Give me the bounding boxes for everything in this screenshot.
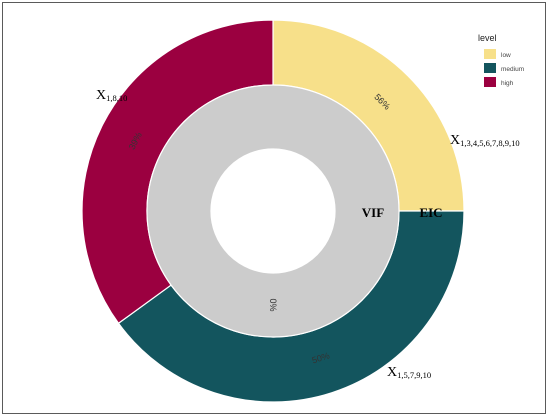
- legend-swatch-medium: [484, 63, 496, 73]
- slice-variable-labels: X1,3,4,5,6,7,8,9,10 X1,5,7,9,10 X1,8,10: [96, 88, 520, 380]
- ring-name-eic: EIC: [419, 205, 442, 220]
- ring-name-vif: VIF: [362, 205, 384, 220]
- legend-label-medium: medium: [501, 66, 524, 73]
- legend-swatch-high: [484, 77, 496, 87]
- legend-swatch-low: [484, 49, 496, 59]
- nested-donut-chart: 56%50%39%0% X1,3,4,5,6,7,8,9,10X1,5,7,9,…: [81, 19, 524, 403]
- inner-slice-vif: [146, 84, 400, 338]
- variable-label-high: X1,8,10: [96, 88, 127, 103]
- legend-label-high: high: [501, 80, 514, 87]
- legend: level low medium high: [478, 33, 524, 87]
- chart-frame: 56% 50% 39% 0% X1,3,4,5,6,7,8,9,10 X1,5,7,9,…: [2, 2, 546, 414]
- variable-label-medium: X1,5,7,9,10: [387, 365, 431, 380]
- legend-label-low: low: [501, 52, 511, 59]
- inner-ring-vif: [146, 84, 400, 338]
- legend-title: level: [478, 33, 497, 43]
- pct-label-vif: 0%: [268, 298, 278, 311]
- variable-label-low: X1,3,4,5,6,7,8,9,10: [450, 133, 520, 148]
- outer-ring-eic: [81, 19, 465, 403]
